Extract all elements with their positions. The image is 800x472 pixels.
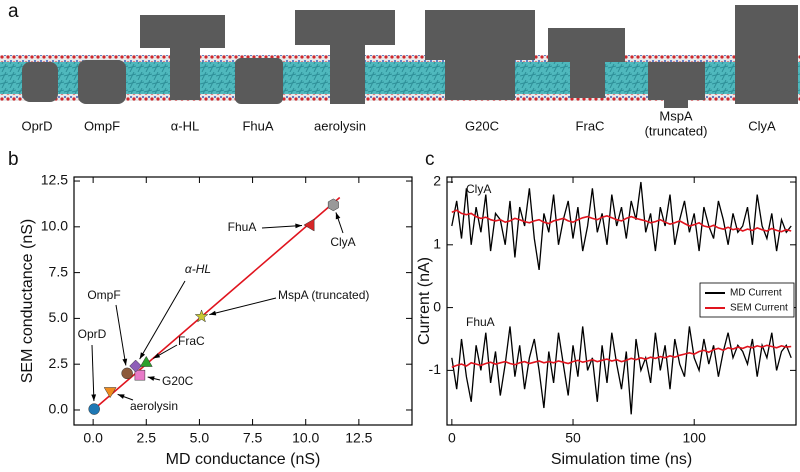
protein-label: OmpF [84, 118, 120, 133]
legend-label: SEM Current [730, 303, 788, 314]
y-tick-label: 2.5 [49, 355, 69, 371]
y-tick-label: 1 [433, 236, 441, 252]
y-axis-label: Current (nA) [416, 257, 433, 345]
trace-label: ClyA [466, 182, 491, 196]
y-tick-label: 5.0 [49, 309, 69, 325]
annotation-arrow [91, 344, 95, 402]
arrow-head [295, 223, 302, 229]
point-label: MspA (truncated) [278, 288, 369, 302]
point-label: ClyA [330, 235, 355, 249]
point [327, 198, 339, 212]
arrow-head [122, 358, 128, 366]
protein-label: FhuA [242, 118, 273, 133]
plot-frame [73, 176, 413, 426]
point [121, 367, 133, 380]
annotation-arrow [115, 304, 127, 366]
y-tick-label: 0 [433, 298, 441, 314]
arrow-head [91, 394, 97, 402]
y-tick-label: 2 [433, 173, 441, 189]
panel-label: a [8, 1, 19, 22]
annotation-arrow [261, 224, 303, 229]
protein-label: OprD [21, 118, 52, 133]
y-tick-label: 7.5 [49, 263, 69, 279]
y-tick-label: -1 [429, 361, 442, 377]
point-label: G20C [162, 374, 194, 388]
x-tick-label: 10.0 [292, 430, 319, 446]
trace-label: FhuA [466, 315, 495, 329]
point [303, 218, 315, 232]
point-label: OmpF [87, 288, 120, 302]
point [103, 387, 117, 399]
md-trace [451, 326, 792, 415]
annotation-arrow [139, 280, 186, 360]
y-tick-label: 0.0 [49, 401, 69, 417]
protein-label: α-HL [171, 118, 199, 133]
md-trace [451, 181, 792, 270]
panel-label: c [425, 149, 435, 170]
point-label: OprD [78, 327, 107, 341]
point [139, 355, 153, 367]
x-tick-label: 100 [683, 430, 707, 446]
arrow-head [335, 212, 341, 220]
x-tick-label: 5.0 [190, 430, 210, 446]
arrow-head [117, 394, 125, 399]
legend-label: MD Current [730, 288, 782, 299]
panel-label: b [8, 149, 19, 170]
x-tick-label: 2.5 [137, 430, 157, 446]
x-tick-label: 7.5 [243, 430, 263, 446]
x-tick-label: 0 [448, 430, 456, 446]
legend-box [699, 282, 795, 318]
point [194, 309, 209, 323]
protein-label: ClyA [748, 118, 776, 133]
point [88, 403, 100, 415]
protein-label: aerolysin [314, 118, 366, 133]
arrow-head [139, 352, 146, 360]
sem-trace [451, 344, 792, 368]
point-label: FraC [178, 334, 205, 348]
x-axis-label: MD conductance (nS) [166, 451, 321, 468]
membrane-illustration [0, 5, 800, 108]
annotation-arrow [209, 297, 277, 316]
y-axis-label: SEM conductance (nS) [19, 219, 36, 384]
point-label: FhuA [228, 220, 257, 234]
x-axis-label: Simulation time (ns) [551, 451, 692, 468]
y-tick-label: 12.5 [41, 172, 68, 188]
arrow-head [153, 353, 161, 359]
y-tick-label: 10.0 [41, 218, 68, 234]
point-label: α-HL [185, 262, 211, 276]
protein-label: G20C [465, 118, 499, 133]
plot-frame [446, 176, 797, 426]
fit-line [92, 196, 341, 411]
point [134, 369, 146, 381]
x-tick-label: 12.5 [345, 430, 372, 446]
arrow-head [147, 376, 155, 381]
arrow-head [209, 310, 217, 316]
point [129, 359, 143, 373]
protein-label: MspA [659, 108, 693, 123]
protein-label: (truncated) [645, 123, 708, 138]
x-tick-label: 50 [565, 430, 581, 446]
sem-trace [451, 209, 792, 233]
point-label: aerolysin [130, 399, 178, 413]
x-tick-label: 0.0 [83, 430, 103, 446]
protein-label: FraC [576, 118, 605, 133]
